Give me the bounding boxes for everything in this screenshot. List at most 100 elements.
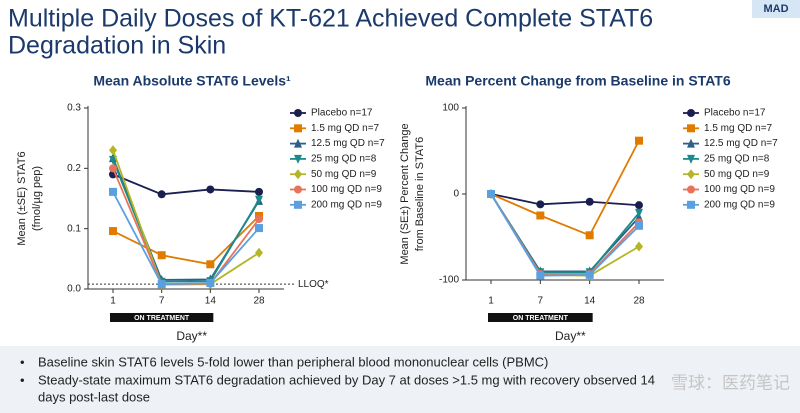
tag: MAD	[763, 3, 788, 15]
y-tick-label: 100	[442, 103, 459, 114]
series-line	[490, 193, 640, 277]
y-tick-label: 0	[453, 189, 459, 200]
y-tick-label: 0.1	[67, 223, 81, 234]
series-line	[112, 149, 260, 286]
bullet: Baseline skin STAT6 levels 5-fold lower …	[38, 354, 548, 369]
marker	[157, 251, 166, 260]
slide-title: Degradation in Skin	[8, 32, 226, 60]
bullet-dot: •	[20, 372, 25, 387]
bullet: days post-last dose	[38, 389, 150, 404]
marker	[206, 260, 215, 269]
marker	[687, 124, 695, 133]
marker	[109, 187, 117, 196]
marker	[635, 136, 643, 145]
marker	[585, 270, 594, 279]
y-axis-label: (fmol/µg pep)	[31, 166, 43, 231]
legend-label: 25 mg QD n=8	[311, 154, 377, 165]
marker	[206, 278, 215, 287]
marker	[206, 185, 215, 194]
marker	[255, 247, 263, 258]
marker	[635, 221, 643, 230]
watermark: 雪球：医药笔记	[671, 373, 790, 392]
y-tick-label: -100	[439, 275, 459, 286]
marker	[294, 154, 302, 164]
series-line	[490, 140, 640, 237]
x-tick-label: 1	[488, 296, 494, 307]
marker	[255, 187, 263, 196]
marker	[157, 190, 166, 199]
treatment-label: ON TREATMENT	[513, 315, 569, 322]
lloq-label: LLOQ*	[298, 279, 329, 290]
legend-label: 50 mg QD n=9	[311, 169, 377, 180]
x-tick-label: 28	[253, 296, 265, 307]
x-axis-label: Day**	[176, 329, 207, 343]
marker	[109, 145, 117, 156]
notes-box	[0, 346, 800, 413]
y-axis-label: Mean (SE±) Percent Change	[399, 123, 411, 264]
y-axis-label: from Baseline in STAT6	[414, 137, 426, 252]
series-line	[490, 193, 640, 277]
legend-label: 50 mg QD n=9	[704, 169, 770, 180]
marker	[109, 227, 117, 236]
series-line	[112, 173, 260, 196]
series-line	[490, 193, 640, 275]
bullet-dot: •	[20, 354, 25, 369]
series-line	[112, 191, 260, 286]
marker	[255, 224, 263, 233]
marker	[687, 200, 695, 209]
marker	[585, 197, 594, 206]
legend-label: 200 mg QD n=9	[704, 199, 775, 210]
marker	[536, 271, 545, 280]
marker	[687, 154, 695, 164]
marker	[487, 190, 495, 198]
legend-label: 100 mg QD n=9	[704, 184, 775, 195]
marker	[536, 211, 545, 220]
marker	[294, 109, 302, 117]
marker	[687, 169, 695, 180]
marker	[294, 169, 302, 180]
legend-label: 200 mg QD n=9	[311, 199, 382, 210]
bullet: Steady-state maximum STAT6 degradation a…	[38, 372, 655, 387]
marker	[536, 200, 545, 209]
legend-label: Placebo n=17	[704, 108, 766, 119]
x-tick-label: 14	[584, 296, 596, 307]
legend-label: 100 mg QD n=9	[311, 184, 382, 195]
marker	[635, 241, 643, 252]
marker	[109, 164, 117, 173]
x-tick-label: 28	[633, 296, 645, 307]
slide-title: Multiple Daily Doses of KT-621 Achieved …	[8, 5, 653, 33]
legend-label: 12.5 mg QD n=7	[704, 138, 778, 149]
series-line	[112, 159, 260, 283]
marker	[294, 200, 302, 209]
marker	[687, 109, 695, 117]
series-line	[112, 215, 260, 266]
x-tick-label: 1	[110, 296, 116, 307]
x-tick-label: 14	[205, 296, 217, 307]
legend-label: 1.5 mg QD n=7	[704, 123, 773, 134]
legend-label: 1.5 mg QD n=7	[311, 123, 380, 134]
marker	[294, 138, 302, 148]
legend-label: Placebo n=17	[311, 108, 373, 119]
y-axis-label: Mean (±SE) STAT6	[16, 151, 28, 245]
treatment-bar	[488, 313, 593, 322]
y-tick-label: 0.3	[67, 103, 81, 114]
tag-box	[752, 0, 800, 18]
legend-label: 12.5 mg QD n=7	[311, 138, 385, 149]
treatment-label: ON TREATMENT	[134, 315, 190, 322]
legend-label: 25 mg QD n=8	[704, 154, 770, 165]
marker	[255, 215, 263, 224]
series-line	[490, 193, 640, 207]
marker	[585, 231, 594, 240]
x-tick-label: 7	[159, 296, 165, 307]
treatment-bar	[110, 313, 214, 322]
y-tick-label: 0.0	[67, 284, 81, 295]
y-tick-label: 0.2	[67, 163, 81, 174]
marker	[687, 138, 695, 148]
marker	[157, 280, 166, 289]
marker	[635, 201, 643, 210]
x-axis-label: Day**	[555, 329, 586, 343]
marker	[687, 185, 695, 194]
marker	[635, 208, 643, 218]
